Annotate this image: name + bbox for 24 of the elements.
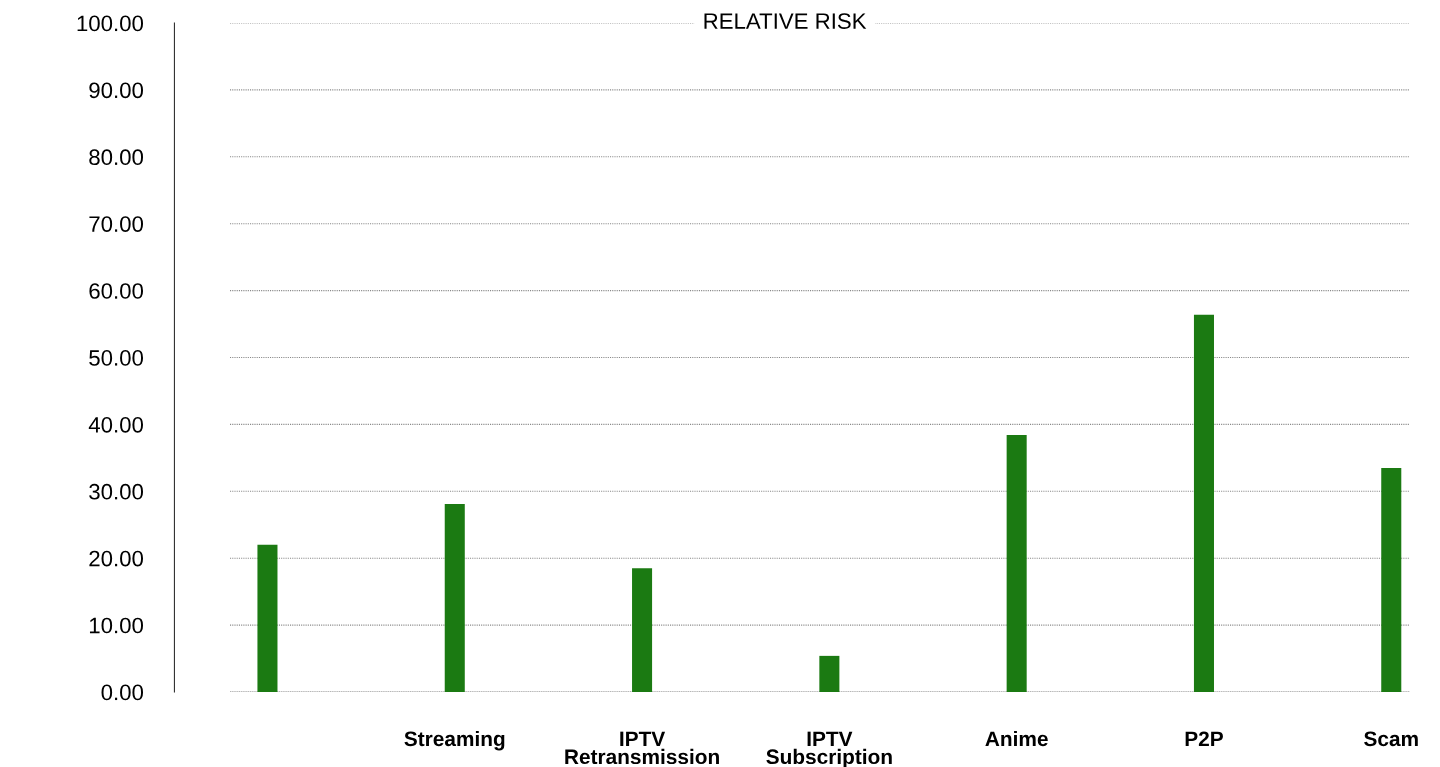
- x-tick-label: Streaming: [404, 730, 505, 751]
- y-tick-label: 90.00: [89, 82, 144, 99]
- x-tick-label: Scam: [1364, 731, 1418, 747]
- y-tick-label: 10.00: [89, 617, 144, 634]
- y-tick-label: 100.00: [77, 15, 144, 32]
- bar: [444, 504, 465, 692]
- x-tick-label: IPTV Retransmission: [565, 731, 719, 765]
- y-tick-label: 50.00: [89, 350, 144, 366]
- y-tick-label: 80.00: [89, 149, 144, 166]
- y-tick-label: 0.00: [101, 684, 144, 701]
- y-tick-label: 20.00: [89, 550, 144, 567]
- y-tick-label: 30.00: [89, 483, 144, 500]
- bar: [1193, 314, 1214, 692]
- bar: [257, 544, 278, 692]
- y-tick-label: 40.00: [88, 416, 144, 433]
- y-tick-label: 70.00: [89, 216, 144, 232]
- x-tick-label: Anime: [985, 730, 1048, 747]
- bar: [819, 655, 840, 692]
- bar: [1381, 467, 1402, 692]
- bar: [632, 568, 653, 692]
- bar: [1006, 435, 1027, 692]
- y-tick-label: 60.00: [89, 283, 144, 299]
- chart-title: RELATIVE RISK: [704, 13, 867, 29]
- x-tick-label: P2P: [1185, 731, 1223, 746]
